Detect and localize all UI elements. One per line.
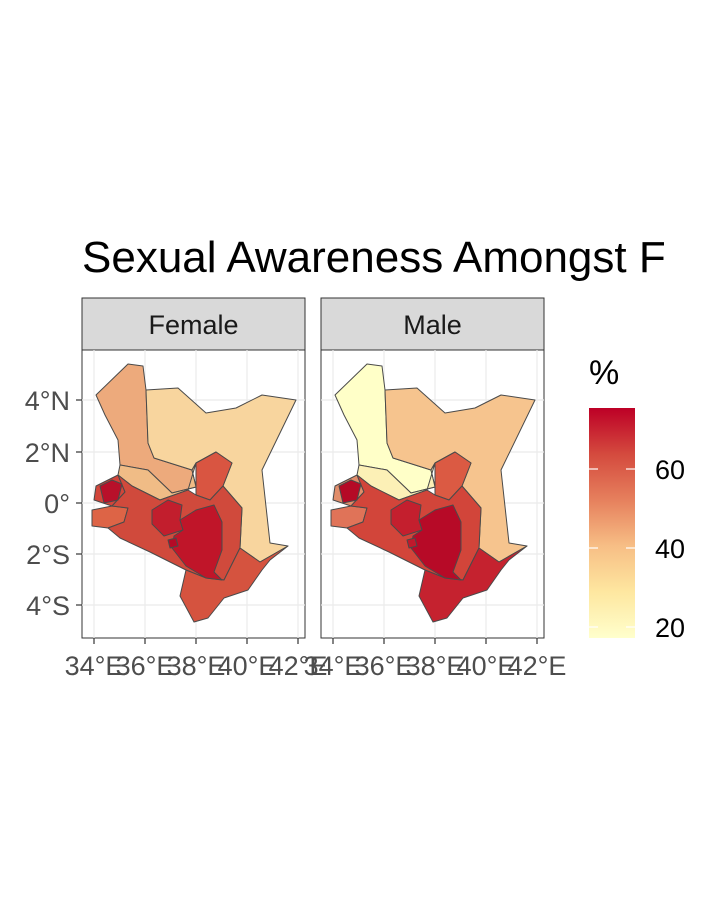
- legend-colorbar: [589, 408, 635, 638]
- map-female: [91, 363, 297, 623]
- y-tick-label: 4°S: [26, 591, 70, 621]
- region-lower-eastern: [171, 504, 223, 581]
- x-tick-label: 42°E: [269, 651, 328, 681]
- y-axis: 4°N 2°N 0° 2°S 4°S: [25, 386, 82, 621]
- chart-title: Sexual Awareness Amongst F: [82, 233, 666, 282]
- x-tick-label: 40°E: [218, 651, 277, 681]
- facet-female: Female: [81, 297, 306, 639]
- x-tick-label: 38°E: [406, 651, 465, 681]
- facet-label-female: Female: [148, 310, 238, 340]
- x-axis-female: 34°E 36°E 38°E 40°E 42°E: [65, 638, 328, 681]
- region-lower-eastern: [410, 504, 462, 581]
- x-tick-label: 34°E: [304, 651, 363, 681]
- region-nairobi: [406, 537, 418, 549]
- facet-strip-female: [81, 297, 306, 351]
- y-tick-label: 2°N: [25, 438, 70, 468]
- facet-label-male: Male: [403, 310, 462, 340]
- legend: % 60 40 20: [589, 354, 685, 643]
- y-tick-label: 4°N: [25, 386, 70, 416]
- region-coast: [179, 545, 289, 623]
- y-tick-label: 0°: [44, 489, 70, 519]
- x-tick-label: 42°E: [508, 651, 567, 681]
- facet-male: Male: [320, 297, 545, 639]
- legend-tick-label: 40: [655, 534, 685, 564]
- x-tick-label: 40°E: [457, 651, 516, 681]
- y-tick-label: 2°S: [26, 540, 70, 570]
- x-tick-label: 36°E: [116, 651, 175, 681]
- x-tick-label: 34°E: [65, 651, 124, 681]
- region-nairobi: [167, 537, 179, 549]
- legend-title: %: [589, 354, 619, 392]
- map-male: [330, 363, 536, 623]
- legend-tick-label: 20: [655, 613, 685, 643]
- region-western-core: [338, 479, 362, 504]
- x-axis-male: 34°E 36°E 38°E 40°E 42°E: [304, 638, 567, 681]
- x-tick-label: 36°E: [355, 651, 414, 681]
- region-western-core: [99, 479, 123, 504]
- legend-tick-label: 60: [655, 455, 685, 485]
- region-coast: [418, 545, 528, 623]
- x-tick-label: 38°E: [167, 651, 226, 681]
- facet-strip-male: [320, 297, 545, 351]
